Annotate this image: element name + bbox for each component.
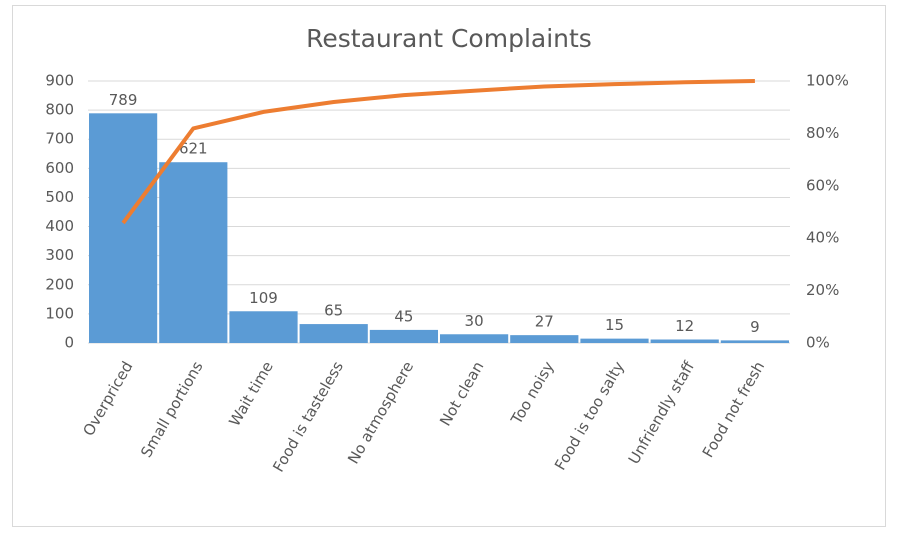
y-tick-label: 300 xyxy=(45,246,74,264)
bar xyxy=(440,334,509,343)
bar xyxy=(510,335,579,343)
y2-tick-label: 80% xyxy=(806,124,839,142)
data-label: 15 xyxy=(605,316,624,334)
bar xyxy=(299,324,368,343)
y-tick-label: 900 xyxy=(45,72,74,90)
data-label: 30 xyxy=(465,312,484,330)
y-tick-label: 800 xyxy=(45,101,74,119)
y2-tick-label: 0% xyxy=(806,334,830,352)
y-tick-label: 600 xyxy=(45,159,74,177)
data-label: 12 xyxy=(675,317,694,335)
data-label: 65 xyxy=(324,302,343,320)
y-tick-label: 500 xyxy=(45,188,74,206)
y2-tick-label: 20% xyxy=(806,281,839,299)
data-label: 9 xyxy=(750,318,760,336)
y2-tick-label: 100% xyxy=(806,72,849,90)
y2-tick-label: 40% xyxy=(806,229,839,247)
y-tick-label: 200 xyxy=(45,275,74,293)
bar xyxy=(720,340,789,343)
bar xyxy=(89,113,158,344)
y-tick-label: 0 xyxy=(64,334,74,352)
data-label: 27 xyxy=(535,313,554,331)
y-tick-label: 400 xyxy=(45,217,74,235)
y-tick-label: 100 xyxy=(45,304,74,322)
bar xyxy=(229,311,298,343)
data-label: 45 xyxy=(394,307,413,325)
data-label: 109 xyxy=(249,289,278,307)
bar xyxy=(369,329,438,343)
cumulative-line xyxy=(121,79,755,225)
data-label: 789 xyxy=(109,91,138,109)
data-label: 621 xyxy=(179,140,208,158)
chart-title: Restaurant Complaints xyxy=(306,24,592,53)
y-tick-label: 700 xyxy=(45,130,74,148)
bar xyxy=(650,339,719,343)
y2-tick-label: 60% xyxy=(806,176,839,194)
bar xyxy=(159,162,228,343)
bar xyxy=(580,338,649,343)
